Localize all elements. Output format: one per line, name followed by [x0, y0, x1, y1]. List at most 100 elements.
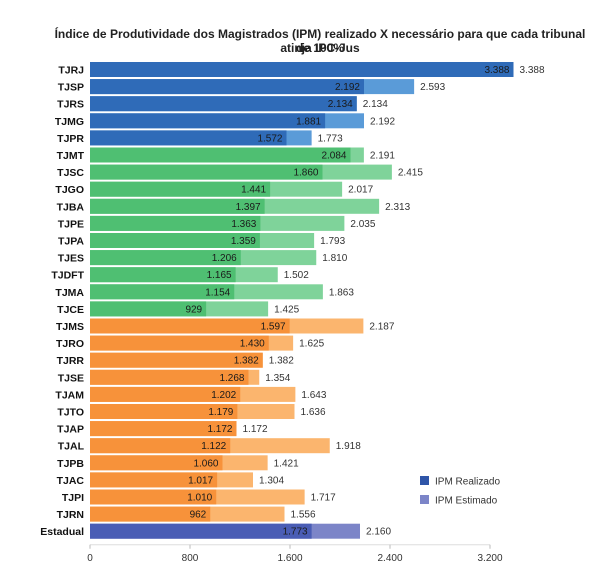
bar-realized-tjce	[90, 301, 207, 317]
value-estimated-tjrj: 3.388	[520, 65, 545, 76]
value-estimated-tjpr: 1.773	[318, 133, 343, 144]
bar-realized-tjse	[90, 369, 249, 385]
value-estimated-tjmg: 2.192	[370, 116, 395, 127]
category-label-tjpb: TJPB	[57, 458, 84, 470]
bar-realized-tjgo	[90, 181, 271, 197]
value-realized-tjma: 1.154	[205, 287, 230, 298]
bar-realized-tjmt	[90, 147, 351, 163]
value-realized-tjam: 1.202	[211, 390, 236, 401]
bar-realized-tjba	[90, 198, 265, 214]
category-label-tjsc: TJSC	[57, 167, 84, 179]
category-label-tjba: TJBA	[57, 201, 85, 213]
bar-realized-tjrr	[90, 352, 263, 368]
value-realized-tjpe: 1.363	[231, 219, 256, 230]
value-realized-tjmt: 2.084	[321, 151, 346, 162]
value-estimated-tjba: 2.313	[385, 202, 410, 213]
bar-realized-tjrj	[90, 62, 514, 77]
value-realized-tjrn: 962	[190, 510, 207, 521]
category-label-tjce: TJCE	[57, 304, 84, 316]
value-realized-tjgo: 1.441	[241, 185, 266, 196]
chart-title-line-2: de 100%	[295, 41, 345, 55]
category-label-tjse: TJSE	[58, 372, 84, 384]
value-realized-tjap: 1.172	[207, 424, 232, 435]
value-realized-tjpr: 1.572	[257, 133, 282, 144]
bar-realized-tjal	[90, 438, 231, 454]
category-label-tjes: TJES	[58, 253, 84, 265]
category-label-tjam: TJAM	[55, 389, 84, 401]
category-label-tjmt: TJMT	[57, 150, 85, 162]
chart-title-line-1: Índice de Produtividade dos Magistrados …	[54, 27, 586, 55]
value-realized-tjto: 1.179	[208, 407, 233, 418]
value-realized-tjrj: 3.388	[484, 65, 509, 76]
value-realized-tjes: 1.206	[212, 253, 237, 264]
bar-realized-estadual	[90, 523, 312, 539]
category-label-tjac: TJAC	[57, 475, 85, 487]
legend-swatch-realizado	[420, 476, 429, 485]
value-realized-tjal: 1.122	[201, 441, 226, 452]
bar-realized-tjma	[90, 284, 235, 300]
value-estimated-tjrn: 1.556	[291, 510, 316, 521]
value-realized-tjrr: 1.382	[234, 356, 259, 367]
value-estimated-tjpi: 1.717	[311, 493, 336, 504]
category-label-tjmg: TJMG	[55, 116, 84, 128]
x-tick-label: 3.200	[477, 553, 502, 564]
value-realized-tjpb: 1.060	[193, 458, 218, 469]
category-label-tjap: TJAP	[57, 424, 84, 436]
value-realized-tjms: 1.597	[261, 322, 286, 333]
value-estimated-tjrr: 1.382	[269, 356, 294, 367]
value-estimated-tjes: 1.810	[322, 253, 347, 264]
value-estimated-tjrs: 2.134	[363, 99, 388, 110]
x-tick-label: 1.600	[277, 553, 302, 564]
value-realized-tjmg: 1.881	[296, 116, 321, 127]
bar-realized-tjmg	[90, 113, 326, 129]
value-realized-tjrs: 2.134	[328, 99, 353, 110]
bar-realized-tjrs	[90, 96, 357, 112]
value-estimated-tjma: 1.863	[329, 287, 354, 298]
legend-label-estimado: IPM Estimado	[435, 496, 498, 507]
category-label-tjma: TJMA	[55, 287, 84, 299]
category-label-tjdft: TJDFT	[51, 270, 84, 282]
category-label-tjrj: TJRJ	[58, 65, 84, 77]
value-estimated-tjgo: 2.017	[348, 185, 373, 196]
value-estimated-tjdft: 1.502	[284, 270, 309, 281]
value-realized-tjce: 929	[185, 304, 202, 315]
value-estimated-tjms: 2.187	[369, 322, 394, 333]
value-realized-tjsp: 2.192	[335, 82, 360, 93]
value-realized-tjdft: 1.165	[207, 270, 232, 281]
value-estimated-estadual: 2.160	[366, 527, 391, 538]
category-label-tjal: TJAL	[58, 441, 85, 453]
value-realized-tjsc: 1.860	[293, 168, 318, 179]
value-realized-tjro: 1.430	[240, 339, 265, 350]
bar-realized-tjro	[90, 335, 269, 351]
bar-realized-tjam	[90, 386, 241, 402]
bar-realized-tjac	[90, 472, 218, 488]
legend-label-realizado: IPM Realizado	[435, 477, 500, 488]
legend-swatch-estimado	[420, 495, 429, 504]
bar-realized-tjsp	[90, 79, 364, 95]
category-label-tjms: TJMS	[56, 321, 84, 333]
category-label-tjpr: TJPR	[57, 133, 84, 145]
category-label-tjro: TJRO	[56, 338, 84, 350]
value-estimated-tjac: 1.304	[259, 475, 284, 486]
value-realized-estadual: 1.773	[283, 527, 308, 538]
value-estimated-tjpb: 1.421	[274, 458, 299, 469]
bar-realized-tjpb	[90, 455, 223, 471]
bar-realized-tjsc	[90, 164, 323, 180]
category-label-tjpi: TJPI	[62, 492, 84, 504]
category-label-tjrs: TJRS	[57, 99, 84, 111]
x-tick-label: 0	[87, 553, 93, 564]
category-label-tjrn: TJRN	[57, 509, 84, 521]
category-label-tjto: TJTO	[57, 407, 84, 419]
bar-realized-tjpe	[90, 215, 261, 231]
value-realized-tjse: 1.268	[219, 373, 244, 384]
value-estimated-tjap: 1.172	[243, 424, 268, 435]
value-estimated-tjto: 1.636	[301, 407, 326, 418]
value-realized-tjba: 1.397	[236, 202, 261, 213]
value-estimated-tjsc: 2.415	[398, 168, 423, 179]
bar-realized-tjap	[90, 421, 237, 437]
value-estimated-tjam: 1.643	[301, 390, 326, 401]
value-estimated-tjal: 1.918	[336, 441, 361, 452]
bar-realized-tjes	[90, 250, 241, 266]
value-estimated-tjmt: 2.191	[370, 151, 395, 162]
